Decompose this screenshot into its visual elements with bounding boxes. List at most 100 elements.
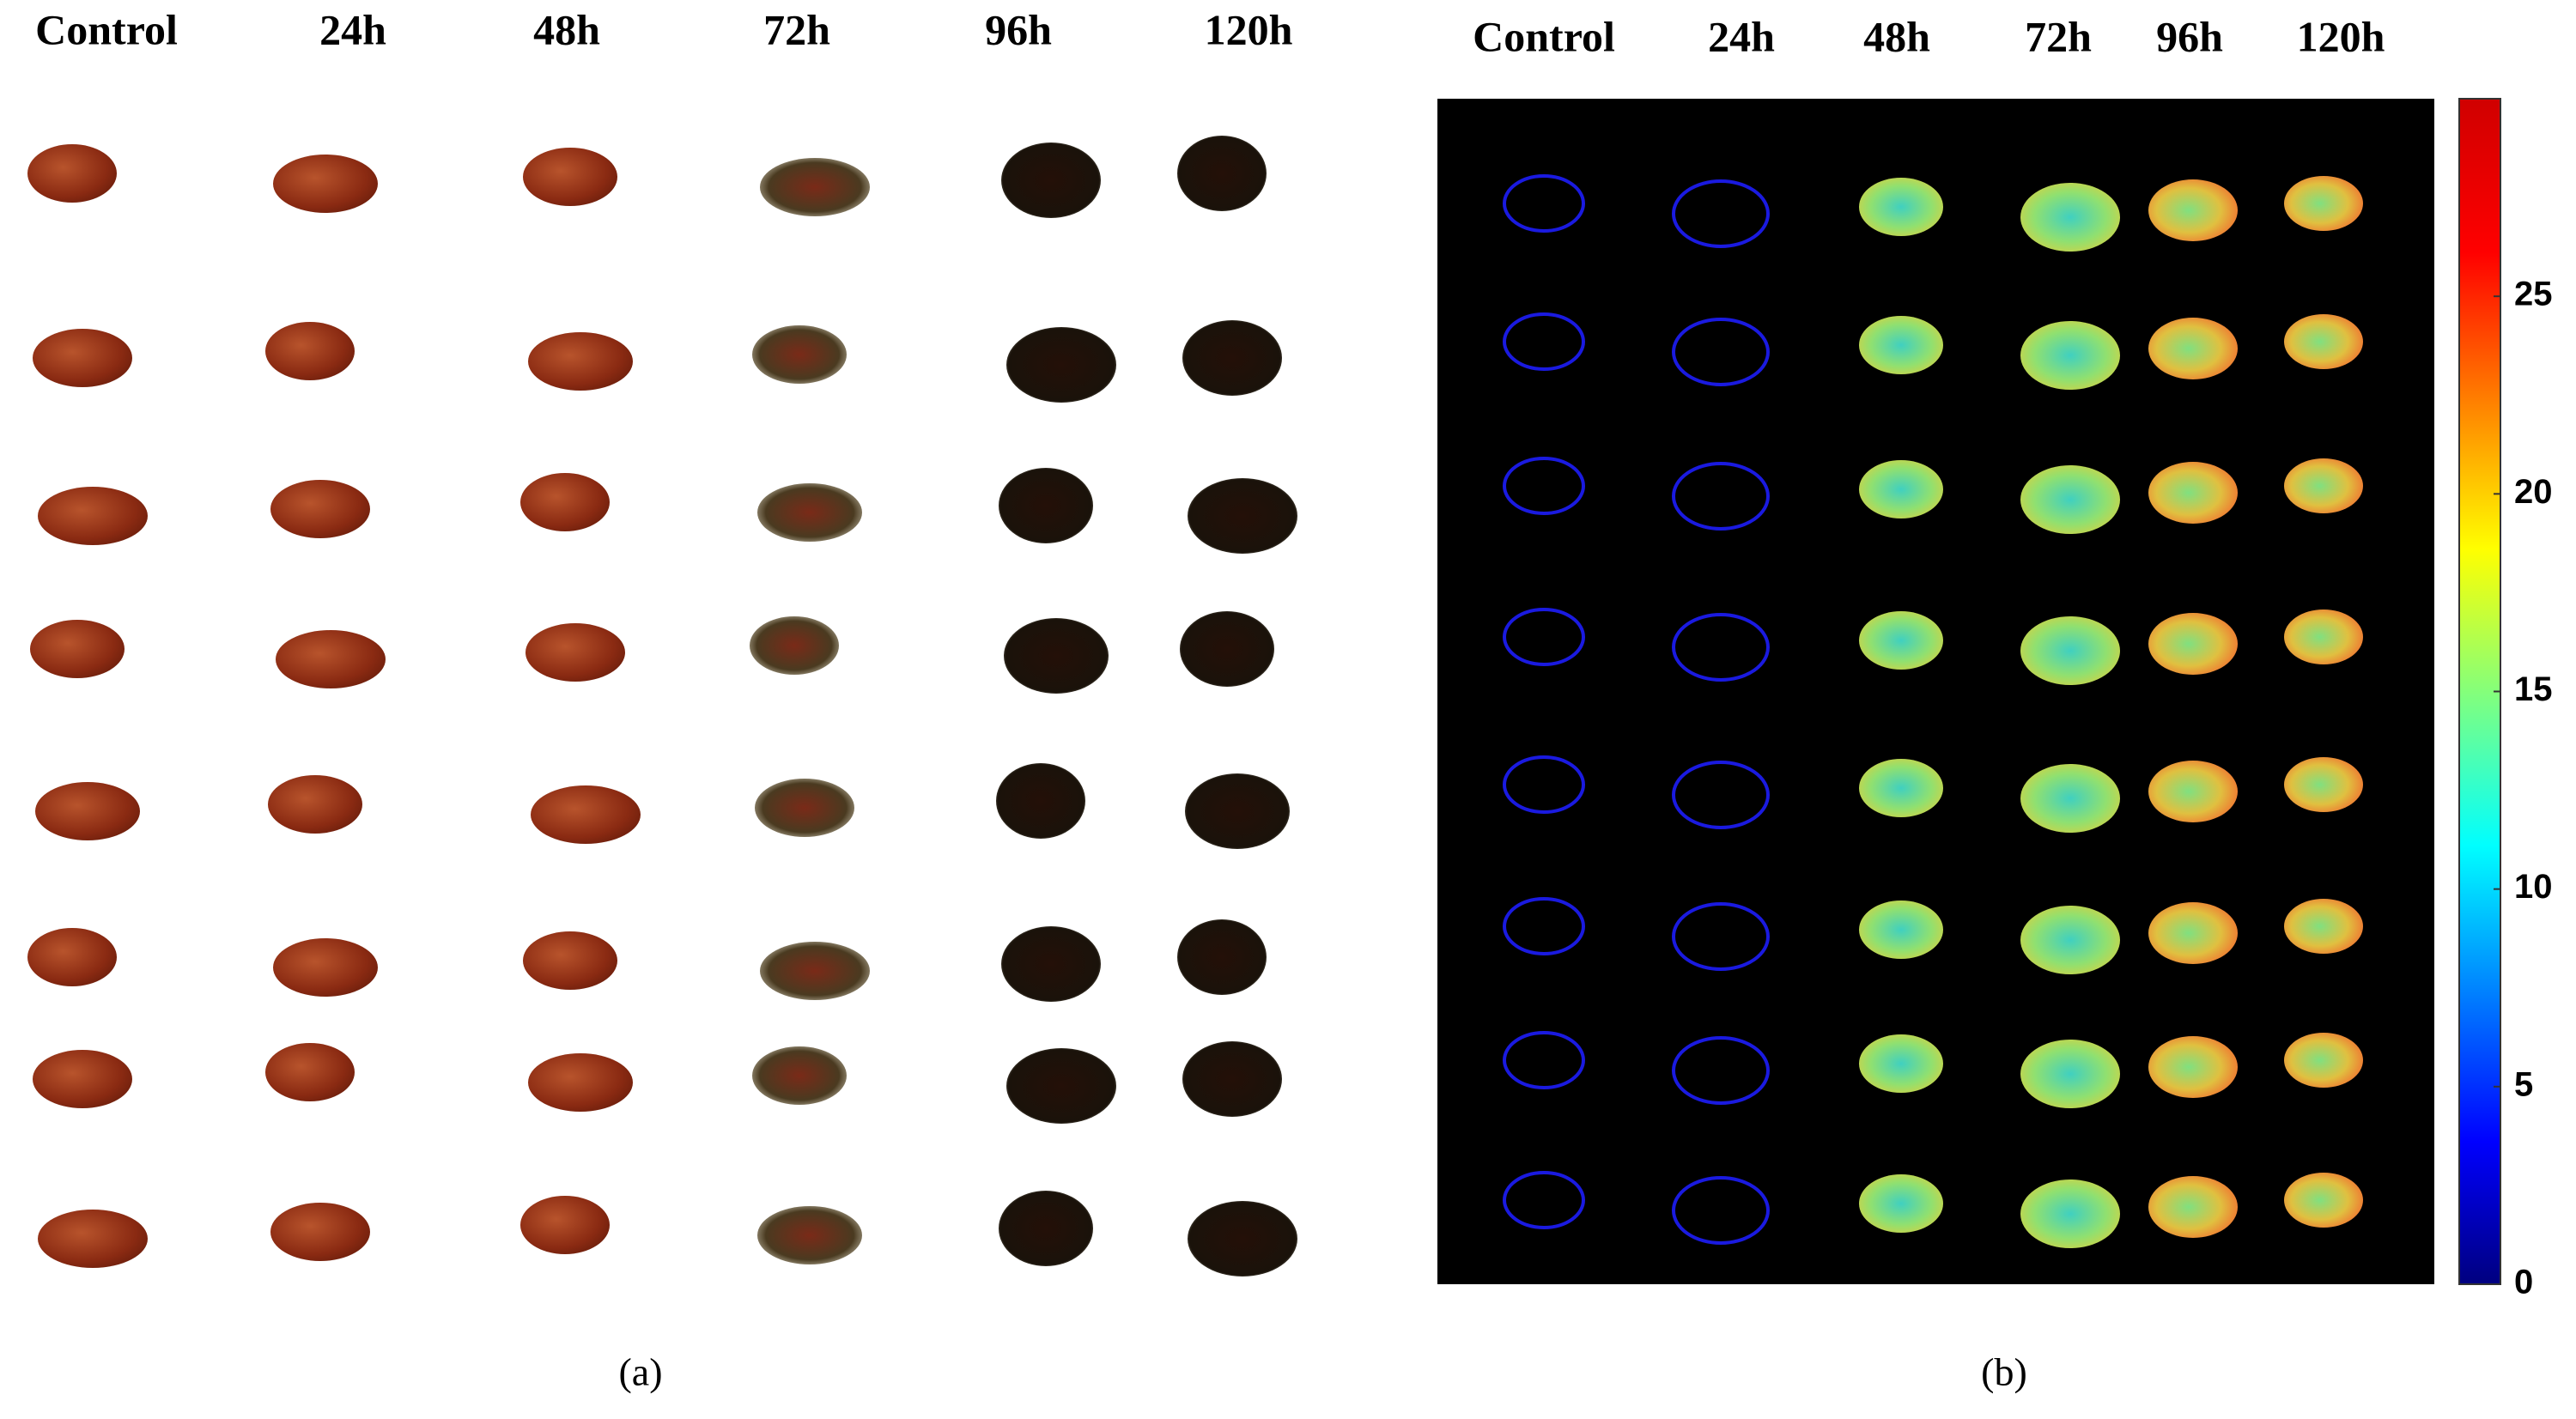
seed: [1182, 320, 1282, 396]
hsi-seed: [1672, 902, 1770, 971]
caption: (b): [1981, 1350, 2027, 1394]
hsi-seed: [1672, 761, 1770, 829]
hsi-seed: [2020, 906, 2120, 974]
hsi-seed: [2148, 318, 2238, 379]
seed: [1177, 919, 1267, 995]
seed: [273, 938, 378, 997]
seed: [760, 942, 870, 1000]
seed: [1185, 773, 1290, 849]
colorbar-tick-label: 0: [2514, 1264, 2533, 1301]
hsi-seed: [2148, 1176, 2238, 1238]
hsi-seed: [2284, 1033, 2363, 1088]
caption: (a): [618, 1350, 662, 1394]
seed: [760, 158, 870, 216]
hsi-seed: [2148, 1036, 2238, 1098]
seed: [1177, 136, 1267, 211]
hsi-seed: [2020, 764, 2120, 833]
seed: [1006, 1048, 1116, 1124]
column-label: Control: [1473, 12, 1615, 60]
hsi-seed: [1503, 897, 1585, 955]
column-label: 120h: [2297, 12, 2385, 60]
seed: [523, 148, 617, 206]
hsi-seed: [2284, 1173, 2363, 1228]
hsi-seed: [2020, 183, 2120, 252]
column-label: 96h: [2156, 12, 2223, 60]
seed: [35, 782, 140, 840]
seed: [27, 144, 117, 203]
seed: [38, 487, 148, 545]
seed: [999, 468, 1093, 543]
seed: [526, 623, 625, 682]
hsi-seed: [1859, 1174, 1943, 1233]
hsi-background: [1437, 99, 2434, 1284]
seed: [1001, 926, 1101, 1002]
hsi-seed: [2148, 179, 2238, 241]
hsi-seed: [1859, 178, 1943, 236]
hsi-seed: [1672, 318, 1770, 386]
seed: [270, 1203, 370, 1261]
hsi-seed: [1859, 611, 1943, 670]
seed: [520, 473, 610, 531]
hsi-seed: [1859, 1034, 1943, 1093]
seed: [265, 1043, 355, 1101]
seed: [1182, 1041, 1282, 1117]
hsi-seed: [1503, 457, 1585, 515]
seed: [752, 325, 847, 384]
hsi-seed: [1503, 1031, 1585, 1089]
hsi-seed: [1672, 179, 1770, 248]
seed: [276, 630, 386, 688]
seed: [268, 775, 362, 834]
seed: [1188, 1201, 1297, 1276]
column-label: 120h: [1205, 5, 1293, 53]
hsi-seed: [1672, 1176, 1770, 1245]
seed: [33, 1050, 132, 1108]
seed: [996, 763, 1085, 839]
seed: [528, 332, 633, 391]
seed: [755, 779, 854, 837]
hsi-seed: [2284, 899, 2363, 954]
hsi-seed: [1672, 613, 1770, 682]
seed: [1001, 143, 1101, 218]
seed: [1004, 618, 1109, 694]
column-label: 48h: [1863, 12, 1930, 60]
hsi-seed: [1859, 901, 1943, 959]
panel-a: [27, 136, 1297, 1276]
seed: [30, 620, 125, 678]
seed: [1188, 478, 1297, 554]
hsi-seed: [2020, 1179, 2120, 1248]
seed: [528, 1053, 633, 1112]
hsi-seed: [2284, 458, 2363, 513]
hsi-seed: [1859, 316, 1943, 374]
seed: [273, 155, 378, 213]
colorbar-tick-label: 5: [2514, 1065, 2533, 1103]
panel-b: [1503, 174, 2363, 1248]
column-label: 48h: [533, 5, 600, 53]
hsi-seed: [2148, 761, 2238, 822]
colorbar-tick-label: 15: [2514, 670, 2553, 708]
hsi-seed: [2284, 176, 2363, 231]
hsi-seed: [1503, 1171, 1585, 1229]
column-label: Control: [35, 5, 178, 53]
hsi-seed: [2148, 902, 2238, 964]
colorbar-tick-label: 25: [2514, 276, 2553, 313]
seed: [757, 1206, 862, 1264]
hsi-seed: [1503, 608, 1585, 666]
colorbar-tick-label: 20: [2514, 473, 2553, 511]
hsi-seed: [2020, 465, 2120, 534]
seed: [999, 1191, 1093, 1266]
hsi-seed: [2148, 462, 2238, 524]
seed: [27, 928, 117, 986]
seed: [38, 1210, 148, 1268]
column-label: 72h: [763, 5, 830, 53]
hsi-seed: [1859, 460, 1943, 518]
seed: [1006, 327, 1116, 403]
seed: [520, 1196, 610, 1254]
column-label: 24h: [1708, 12, 1775, 60]
hsi-seed: [2148, 613, 2238, 675]
hsi-seed: [2020, 321, 2120, 390]
seed: [1180, 611, 1274, 687]
hsi-seed: [1672, 462, 1770, 531]
hsi-seed: [1672, 1036, 1770, 1105]
seed: [265, 322, 355, 380]
hsi-seed: [2284, 609, 2363, 664]
